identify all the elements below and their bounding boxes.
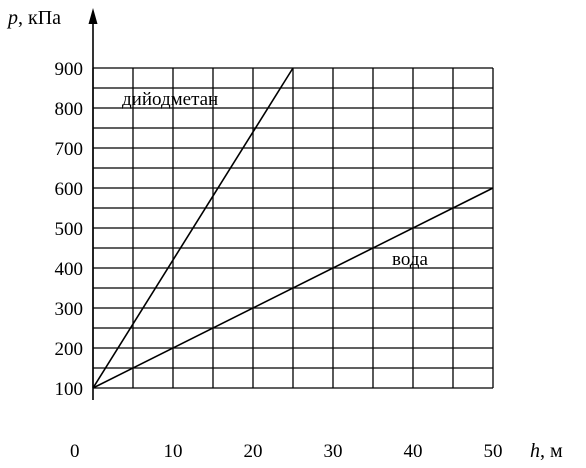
y-axis-variable: p: [6, 7, 18, 29]
y-tick-label: 900: [55, 59, 84, 80]
series-lines: [92, 67, 494, 389]
x-axis-variable: h: [530, 440, 540, 462]
y-tick-label: 700: [55, 139, 84, 160]
y-tick-label: 500: [55, 219, 84, 240]
series-line-0: [92, 67, 294, 389]
y-tick-label: 100: [55, 379, 84, 400]
axes: [88, 8, 98, 400]
y-tick-label: 400: [55, 259, 84, 280]
x-tick-label: 30: [324, 441, 343, 462]
y-axis-arrow: [88, 8, 98, 24]
y-axis-label: p, кПа: [6, 7, 61, 29]
origin-label: 0: [70, 441, 80, 462]
y-tick-label: 300: [55, 299, 84, 320]
series-line-1: [92, 187, 494, 389]
x-tick-label: 40: [404, 441, 423, 462]
y-tick-label: 600: [55, 179, 84, 200]
y-axis-unit: , кПа: [18, 7, 61, 29]
x-tick-label: 10: [164, 441, 183, 462]
grid: [92, 67, 494, 389]
tick-labels: 100 200 300 400 500 600 700 800 900 10 20 30 40 50: [55, 59, 503, 462]
series-label-water: вода: [392, 249, 428, 270]
x-axis-unit: , м: [540, 440, 563, 462]
series-label-diiodomethane: дийодметан: [122, 89, 218, 110]
x-axis-label: h, м: [530, 440, 563, 462]
y-tick-label: 800: [55, 99, 84, 120]
x-tick-label: 50: [484, 441, 503, 462]
y-tick-label: 200: [55, 339, 84, 360]
x-tick-label: 20: [244, 441, 263, 462]
